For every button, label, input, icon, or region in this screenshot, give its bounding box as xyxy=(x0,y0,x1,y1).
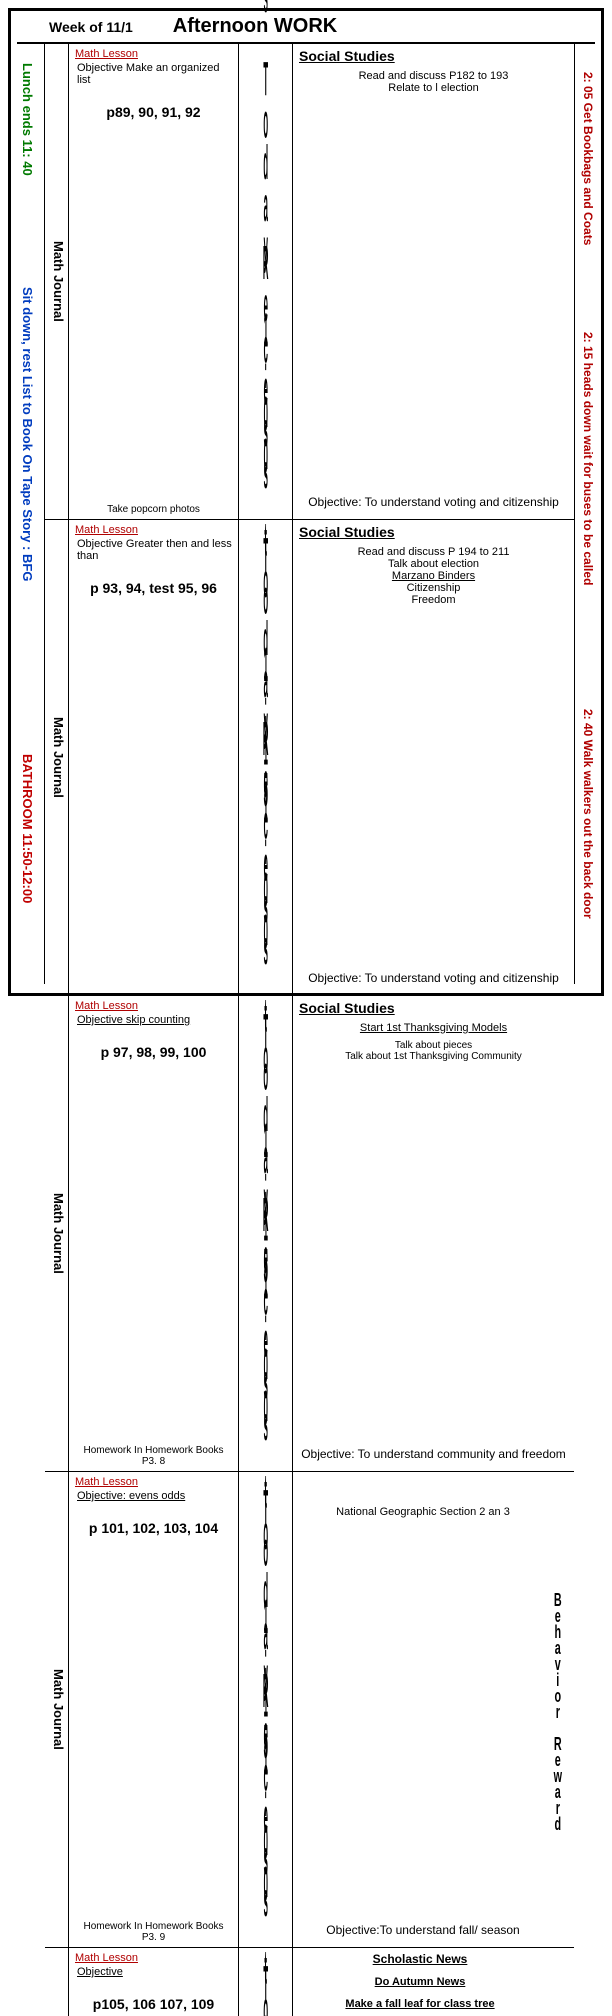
lesson-title: Math Lesson xyxy=(75,1000,232,1012)
ss-title: Social Studies xyxy=(299,1000,568,1016)
lesson-objective: Objective: evens odds xyxy=(77,1490,232,1502)
friday-block: Reward Movie and Snack Or Jingo Game Fri… xyxy=(541,1952,568,2016)
social-studies-cell: Social Studies Read and discuss P182 to … xyxy=(293,44,574,519)
lesson-cell: Math Lesson Objective Greater then and l… xyxy=(69,520,239,995)
lesson-title: Math Lesson xyxy=(75,524,232,536)
scholastic-cell: Scholastic News Do Autumn News Make a fa… xyxy=(293,1948,574,2016)
ss-line: Citizenship xyxy=(299,582,568,594)
scholastic-title: Scholastic News xyxy=(299,1952,541,1966)
lesson-objective: Objective skip counting xyxy=(77,1014,232,1026)
lesson-row: Math Journal Math Lesson Objective Great… xyxy=(45,520,574,996)
lesson-cell: Math Lesson Objective skip counting p 97… xyxy=(69,996,239,1471)
ss-title: Social Studies xyxy=(299,524,568,540)
math-journal-label: Math Journal xyxy=(45,520,69,995)
lesson-row: Math Journal Math Lesson Objective p105,… xyxy=(45,1948,574,2016)
lesson-objective: Objective Greater then and less than xyxy=(77,538,232,562)
lesson-title: Math Lesson xyxy=(75,1476,232,1488)
right-note-1: 2: 05 Get Bookbags and Coats xyxy=(575,44,601,274)
nc-objective: Objective:To understand fall/ season xyxy=(299,1917,547,1943)
ss-body: Start 1st Thanksgiving Models Talk about… xyxy=(299,1022,568,1062)
lesson-cell: Math Lesson Objective p105, 106 107, 109 xyxy=(69,1948,239,2016)
ss-line: Read and discuss P 194 to 211 xyxy=(299,546,568,558)
behavior-reward: Behavior Reward xyxy=(551,1476,564,1943)
ss-body: Read and discuss P182 to 193 Relate to l… xyxy=(299,70,568,94)
recess-text: Recess Today 1:00 to 1:15 xyxy=(264,1663,267,2016)
ss-line: Start 1st Thanksgiving Models xyxy=(299,1022,568,1034)
ss-line: Freedom xyxy=(299,594,568,606)
nat-geo-cell: National Geographic Section 2 an 3 Objec… xyxy=(293,1472,574,1947)
lesson-row: Math Journal Math Lesson Objective: even… xyxy=(45,1472,574,1948)
lesson-pages: p105, 106 107, 109 xyxy=(75,1996,232,2012)
lunch-label: Lunch ends 11: 40 xyxy=(11,44,44,194)
scholastic-line: Do Autumn News xyxy=(299,1976,541,1988)
lesson-note: Homework In Homework Books P3. 9 xyxy=(75,1921,232,1943)
lesson-cell: Math Lesson Objective: evens odds p 101,… xyxy=(69,1472,239,1947)
ss-line: Talk about 1st Thanksgiving Community xyxy=(299,1051,568,1062)
nc-body: National Geographic Section 2 an 3 xyxy=(299,1506,547,1518)
sit-label: Sit down, rest List to Book On Tape Stor… xyxy=(11,194,44,674)
right-note-3: 2: 40 Walk walkers out the back door xyxy=(575,644,601,984)
lesson-pages: p 101, 102, 103, 104 xyxy=(75,1520,232,1536)
math-journal-label: Math Journal xyxy=(45,1472,69,1947)
bathroom-label: BATHROOM 11:50-12:00 xyxy=(11,674,44,984)
header: Week of 11/1 Afternoon WORK xyxy=(11,11,601,42)
ss-title: Social Studies xyxy=(299,48,568,64)
lesson-row: Math Journal Math Lesson Objective skip … xyxy=(45,996,574,1472)
week-label: Week of 11/1 xyxy=(49,19,133,35)
lesson-row: Math Journal Math Lesson Objective Make … xyxy=(45,44,574,520)
lesson-pages: p 97, 98, 99, 100 xyxy=(75,1044,232,1060)
ss-line: Marzano Binders xyxy=(299,570,568,582)
page-title: Afternoon WORK xyxy=(173,15,337,38)
lesson-pages: p 93, 94, test 95, 96 xyxy=(75,580,232,596)
ss-objective: Objective: To understand community and f… xyxy=(299,1441,568,1467)
left-column: Lunch ends 11: 40 Sit down, rest List to… xyxy=(11,44,45,984)
math-journal-label: Math Journal xyxy=(45,44,69,519)
right-note-2: 2: 15 heads down wait for buses to be ca… xyxy=(575,274,601,644)
ss-line: Talk about pieces xyxy=(299,1040,568,1051)
lesson-title: Math Lesson xyxy=(75,48,232,60)
right-column: 2: 05 Get Bookbags and Coats 2: 15 heads… xyxy=(575,44,601,984)
lesson-grid: Math Journal Math Lesson Objective Make … xyxy=(45,44,575,984)
lesson-note: Take popcorn photos xyxy=(75,504,232,515)
lesson-note: Homework In Homework Books P3. 8 xyxy=(75,1445,232,1467)
lesson-objective: Objective xyxy=(77,1966,232,1978)
ss-objective: Objective: To understand voting and citi… xyxy=(299,965,568,991)
lesson-objective: Objective Make an organized list xyxy=(77,62,232,86)
social-studies-cell: Social Studies Start 1st Thanksgiving Mo… xyxy=(293,996,574,1471)
recess-cell: Recess Today 1:00 to 1:15 xyxy=(239,1948,293,2016)
ss-objective: Objective: To understand voting and citi… xyxy=(299,489,568,515)
math-journal-label: Math Journal xyxy=(45,996,69,1471)
lesson-title: Math Lesson xyxy=(75,1952,232,1964)
scholastic-line: Make a fall leaf for class tree xyxy=(299,1998,541,2010)
ss-body: Read and discuss P 194 to 211 Talk about… xyxy=(299,546,568,606)
math-journal-label: Math Journal xyxy=(45,1948,69,2016)
social-studies-cell: Social Studies Read and discuss P 194 to… xyxy=(293,520,574,995)
lesson-cell: Math Lesson Objective Make an organized … xyxy=(69,44,239,519)
ss-line: Read and discuss P182 to 193 xyxy=(299,70,568,82)
content-grid: Lunch ends 11: 40 Sit down, rest List to… xyxy=(11,44,601,984)
ss-line: Relate to l election xyxy=(299,82,568,94)
ss-line: Talk about election xyxy=(299,558,568,570)
lesson-pages: p89, 90, 91, 92 xyxy=(75,104,232,120)
page-frame: Week of 11/1 Afternoon WORK Lunch ends 1… xyxy=(8,8,604,996)
